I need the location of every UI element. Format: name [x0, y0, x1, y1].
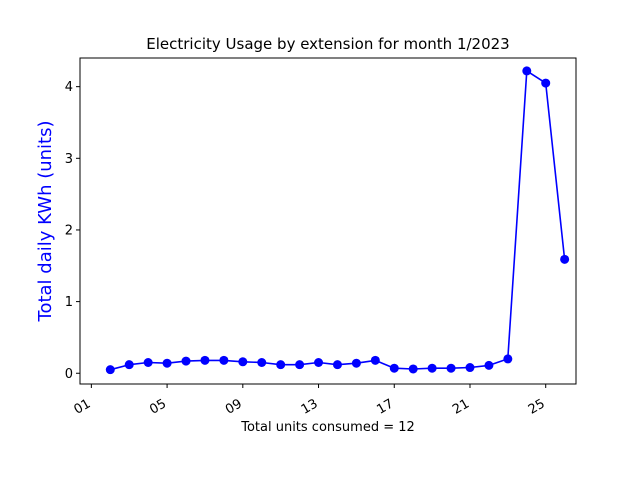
data-point [314, 358, 324, 368]
data-point [560, 254, 570, 264]
y-tick-label: 2 [65, 223, 73, 238]
data-point [332, 360, 342, 370]
x-tick-label: 05 [147, 396, 169, 417]
data-point [181, 356, 191, 366]
y-axis-label: Total daily KWh (units) [35, 121, 56, 323]
data-point [200, 355, 210, 365]
chart-title: Electricity Usage by extension for month… [146, 35, 509, 53]
data-point [105, 365, 115, 375]
series-layer [105, 66, 570, 375]
data-point [219, 355, 229, 365]
x-tick-label: 01 [72, 396, 94, 417]
data-point [124, 360, 134, 370]
data-point [370, 355, 380, 365]
data-point [427, 363, 437, 373]
x-tick-label: 25 [526, 396, 548, 417]
data-point [408, 364, 418, 374]
x-axis-ticks: 01 05 09 13 17 21 25 [72, 384, 548, 418]
x-tick-label: 21 [450, 396, 472, 417]
x-tick-label: 17 [374, 396, 396, 417]
data-point [465, 363, 475, 373]
y-axis-ticks: 0 1 2 3 4 [65, 80, 80, 382]
plot-area-frame [79, 57, 577, 385]
y-tick-label: 1 [65, 295, 73, 310]
y-tick-label: 4 [65, 80, 73, 95]
y-tick-label: 0 [65, 367, 73, 382]
data-point [503, 354, 513, 364]
data-point [162, 358, 172, 368]
data-point [143, 358, 153, 368]
data-point [389, 363, 399, 373]
data-point [484, 360, 494, 370]
x-tick-label: 09 [223, 396, 245, 417]
data-point [238, 357, 248, 367]
x-axis-label: Total units consumed = 12 [240, 420, 415, 435]
data-point [295, 360, 305, 370]
y-tick-label: 3 [65, 152, 73, 167]
data-point [541, 78, 551, 88]
data-point [276, 360, 286, 370]
data-point [446, 363, 456, 373]
x-tick-label: 13 [299, 396, 321, 417]
data-point [257, 358, 267, 368]
data-point [351, 358, 361, 368]
data-point [522, 66, 532, 76]
